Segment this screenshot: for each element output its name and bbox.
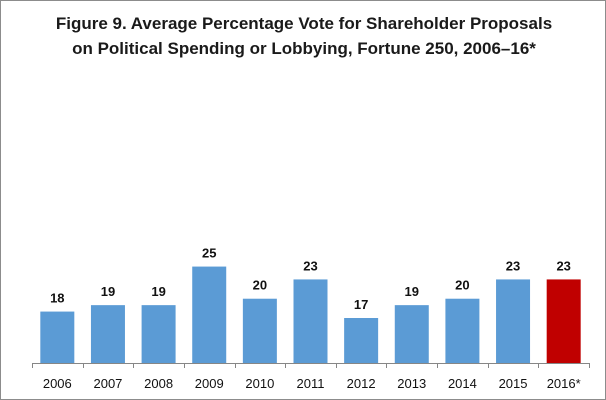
bar-2010 (242, 298, 277, 363)
data-label-2012: 17 (354, 297, 368, 312)
bar-2016-star (546, 279, 581, 363)
bar-2013 (394, 305, 429, 363)
data-label-2015: 23 (506, 258, 520, 273)
bar-2007 (90, 305, 125, 363)
tick-label-2008: 2008 (144, 376, 173, 391)
bar-2014 (445, 298, 480, 363)
bar-2011 (293, 279, 328, 363)
data-label-2006: 18 (50, 291, 64, 306)
tick-label-2015: 2015 (499, 376, 528, 391)
tick-label-2016-star: 2016* (547, 376, 581, 391)
tick-label-2007: 2007 (93, 376, 122, 391)
tick-label-2014: 2014 (448, 376, 477, 391)
tick-label-2006: 2006 (43, 376, 72, 391)
chart-title: Figure 9. Average Percentage Vote for Sh… (1, 11, 605, 61)
tick-label-2010: 2010 (245, 376, 274, 391)
bar-2006 (40, 311, 75, 363)
bar-2009 (192, 266, 227, 363)
tick-label-2009: 2009 (195, 376, 224, 391)
data-label-2007: 19 (101, 284, 115, 299)
data-label-2008: 19 (151, 284, 165, 299)
data-label-2011: 23 (303, 258, 317, 273)
data-label-2014: 20 (455, 278, 469, 293)
data-label-2009: 25 (202, 246, 216, 261)
data-label-2013: 19 (405, 284, 419, 299)
tick-label-2012: 2012 (347, 376, 376, 391)
bar-2015 (496, 279, 531, 363)
bar-2008 (141, 305, 176, 363)
data-label-2016-star: 23 (556, 258, 570, 273)
tick-label-2011: 2011 (297, 376, 325, 391)
bar-2012 (344, 318, 379, 363)
data-label-2010: 20 (253, 278, 267, 293)
tick-label-2013: 2013 (397, 376, 426, 391)
chart-title-line-1: Figure 9. Average Percentage Vote for Sh… (55, 14, 553, 33)
chart-title-line-2: on Political Spending or Lobbying, Fortu… (72, 39, 536, 58)
